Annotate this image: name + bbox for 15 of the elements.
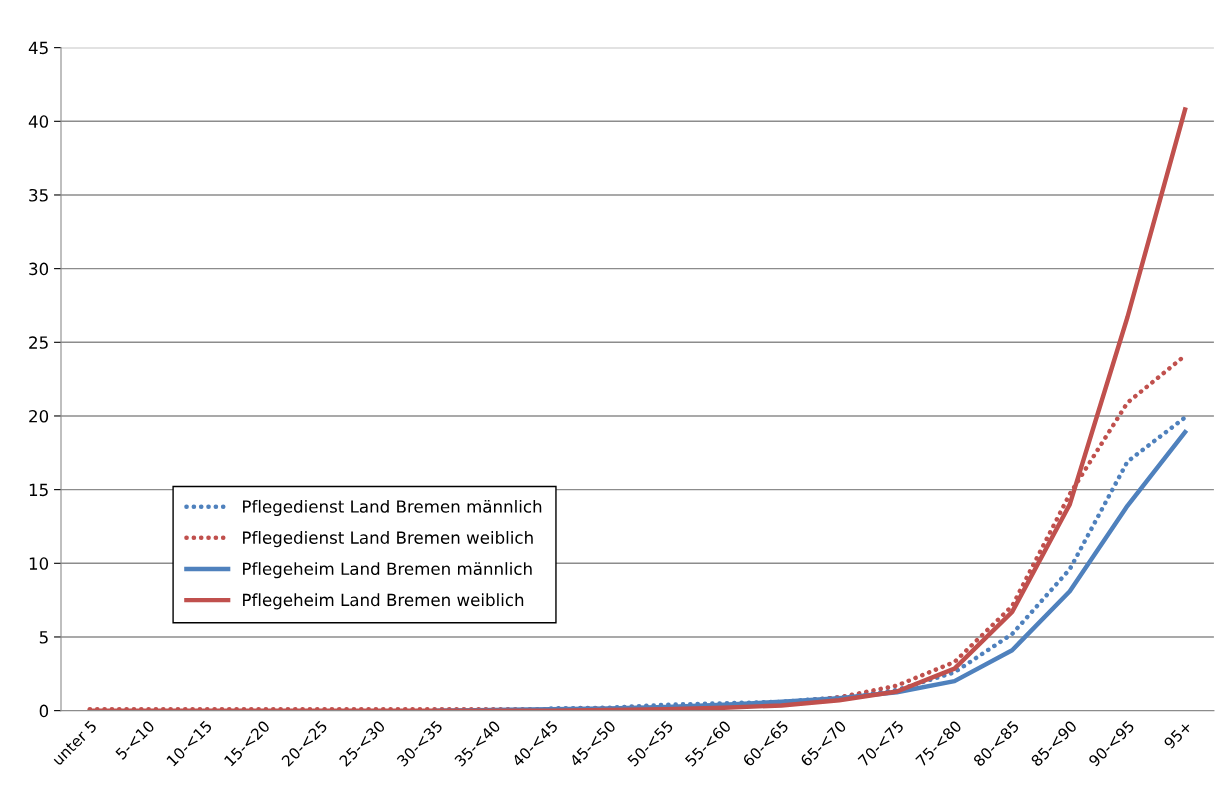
y-tick-label: 20 [29, 409, 49, 423]
y-tick-label: 10 [29, 557, 49, 570]
y-tick-label: 15 [29, 483, 48, 497]
x-tick-label: 95+ [1163, 720, 1193, 750]
y-tick-label: 30 [29, 262, 49, 276]
y-tick-label: 5 [39, 631, 48, 644]
y-tick-label: 25 [29, 336, 48, 349]
y-tick-label: 0 [39, 704, 49, 718]
legend-label: Pflegeheim Land Bremen weiblich [243, 593, 524, 610]
legend-label: Pflegeheim Land Bremen männlich [243, 562, 532, 579]
y-tick-label: 35 [29, 188, 48, 202]
legend-label: Pflegedienst Land Bremen weiblich [243, 531, 533, 548]
y-tick-label: 45 [28, 41, 48, 55]
legend-label: Pflegedienst Land Bremen männlich [243, 499, 542, 517]
y-tick-label: 40 [28, 115, 49, 128]
